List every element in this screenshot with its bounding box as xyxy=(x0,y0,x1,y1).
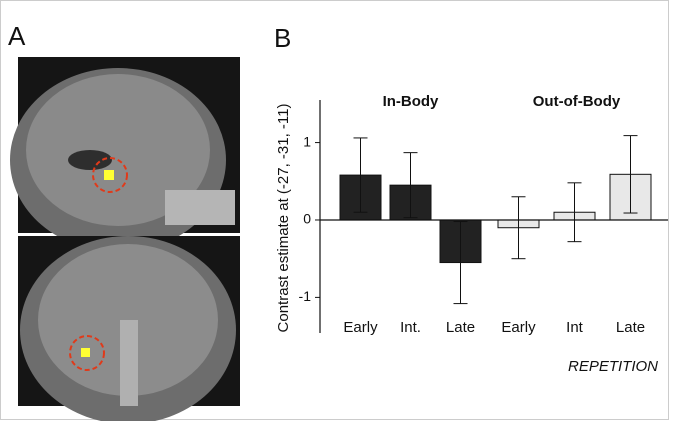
ventricle xyxy=(68,150,112,170)
cerebellum xyxy=(165,190,235,225)
x-tick-label: Early xyxy=(501,319,536,336)
activation xyxy=(104,170,114,180)
x-tick-label: Early xyxy=(343,319,378,336)
y-tick-label: -1 xyxy=(299,288,312,304)
group-label: In-Body xyxy=(383,93,439,110)
x-tick-label: Late xyxy=(616,319,645,336)
panel-label: B xyxy=(274,23,291,53)
brain-images xyxy=(10,57,240,421)
group-label: Out-of-Body xyxy=(533,93,621,110)
panel-label: A xyxy=(8,21,26,51)
x-tick-label: Late xyxy=(446,319,475,336)
activation xyxy=(81,348,90,357)
y-tick-label: 1 xyxy=(303,133,311,149)
x-axis-label: REPETITION xyxy=(568,358,658,375)
y-axis-label: Contrast estimate at (-27, -31, -11) xyxy=(275,104,292,333)
figure: A B Contrast estimate at (-27, -31, -11)… xyxy=(0,0,673,421)
x-tick-label: Int xyxy=(566,319,584,336)
x-tick-label: Int. xyxy=(400,319,421,336)
brainstem xyxy=(120,320,138,406)
y-tick-label: 0 xyxy=(303,211,311,227)
page: {"panel_a": {"label": "A"}, "chart_data"… xyxy=(0,0,673,426)
